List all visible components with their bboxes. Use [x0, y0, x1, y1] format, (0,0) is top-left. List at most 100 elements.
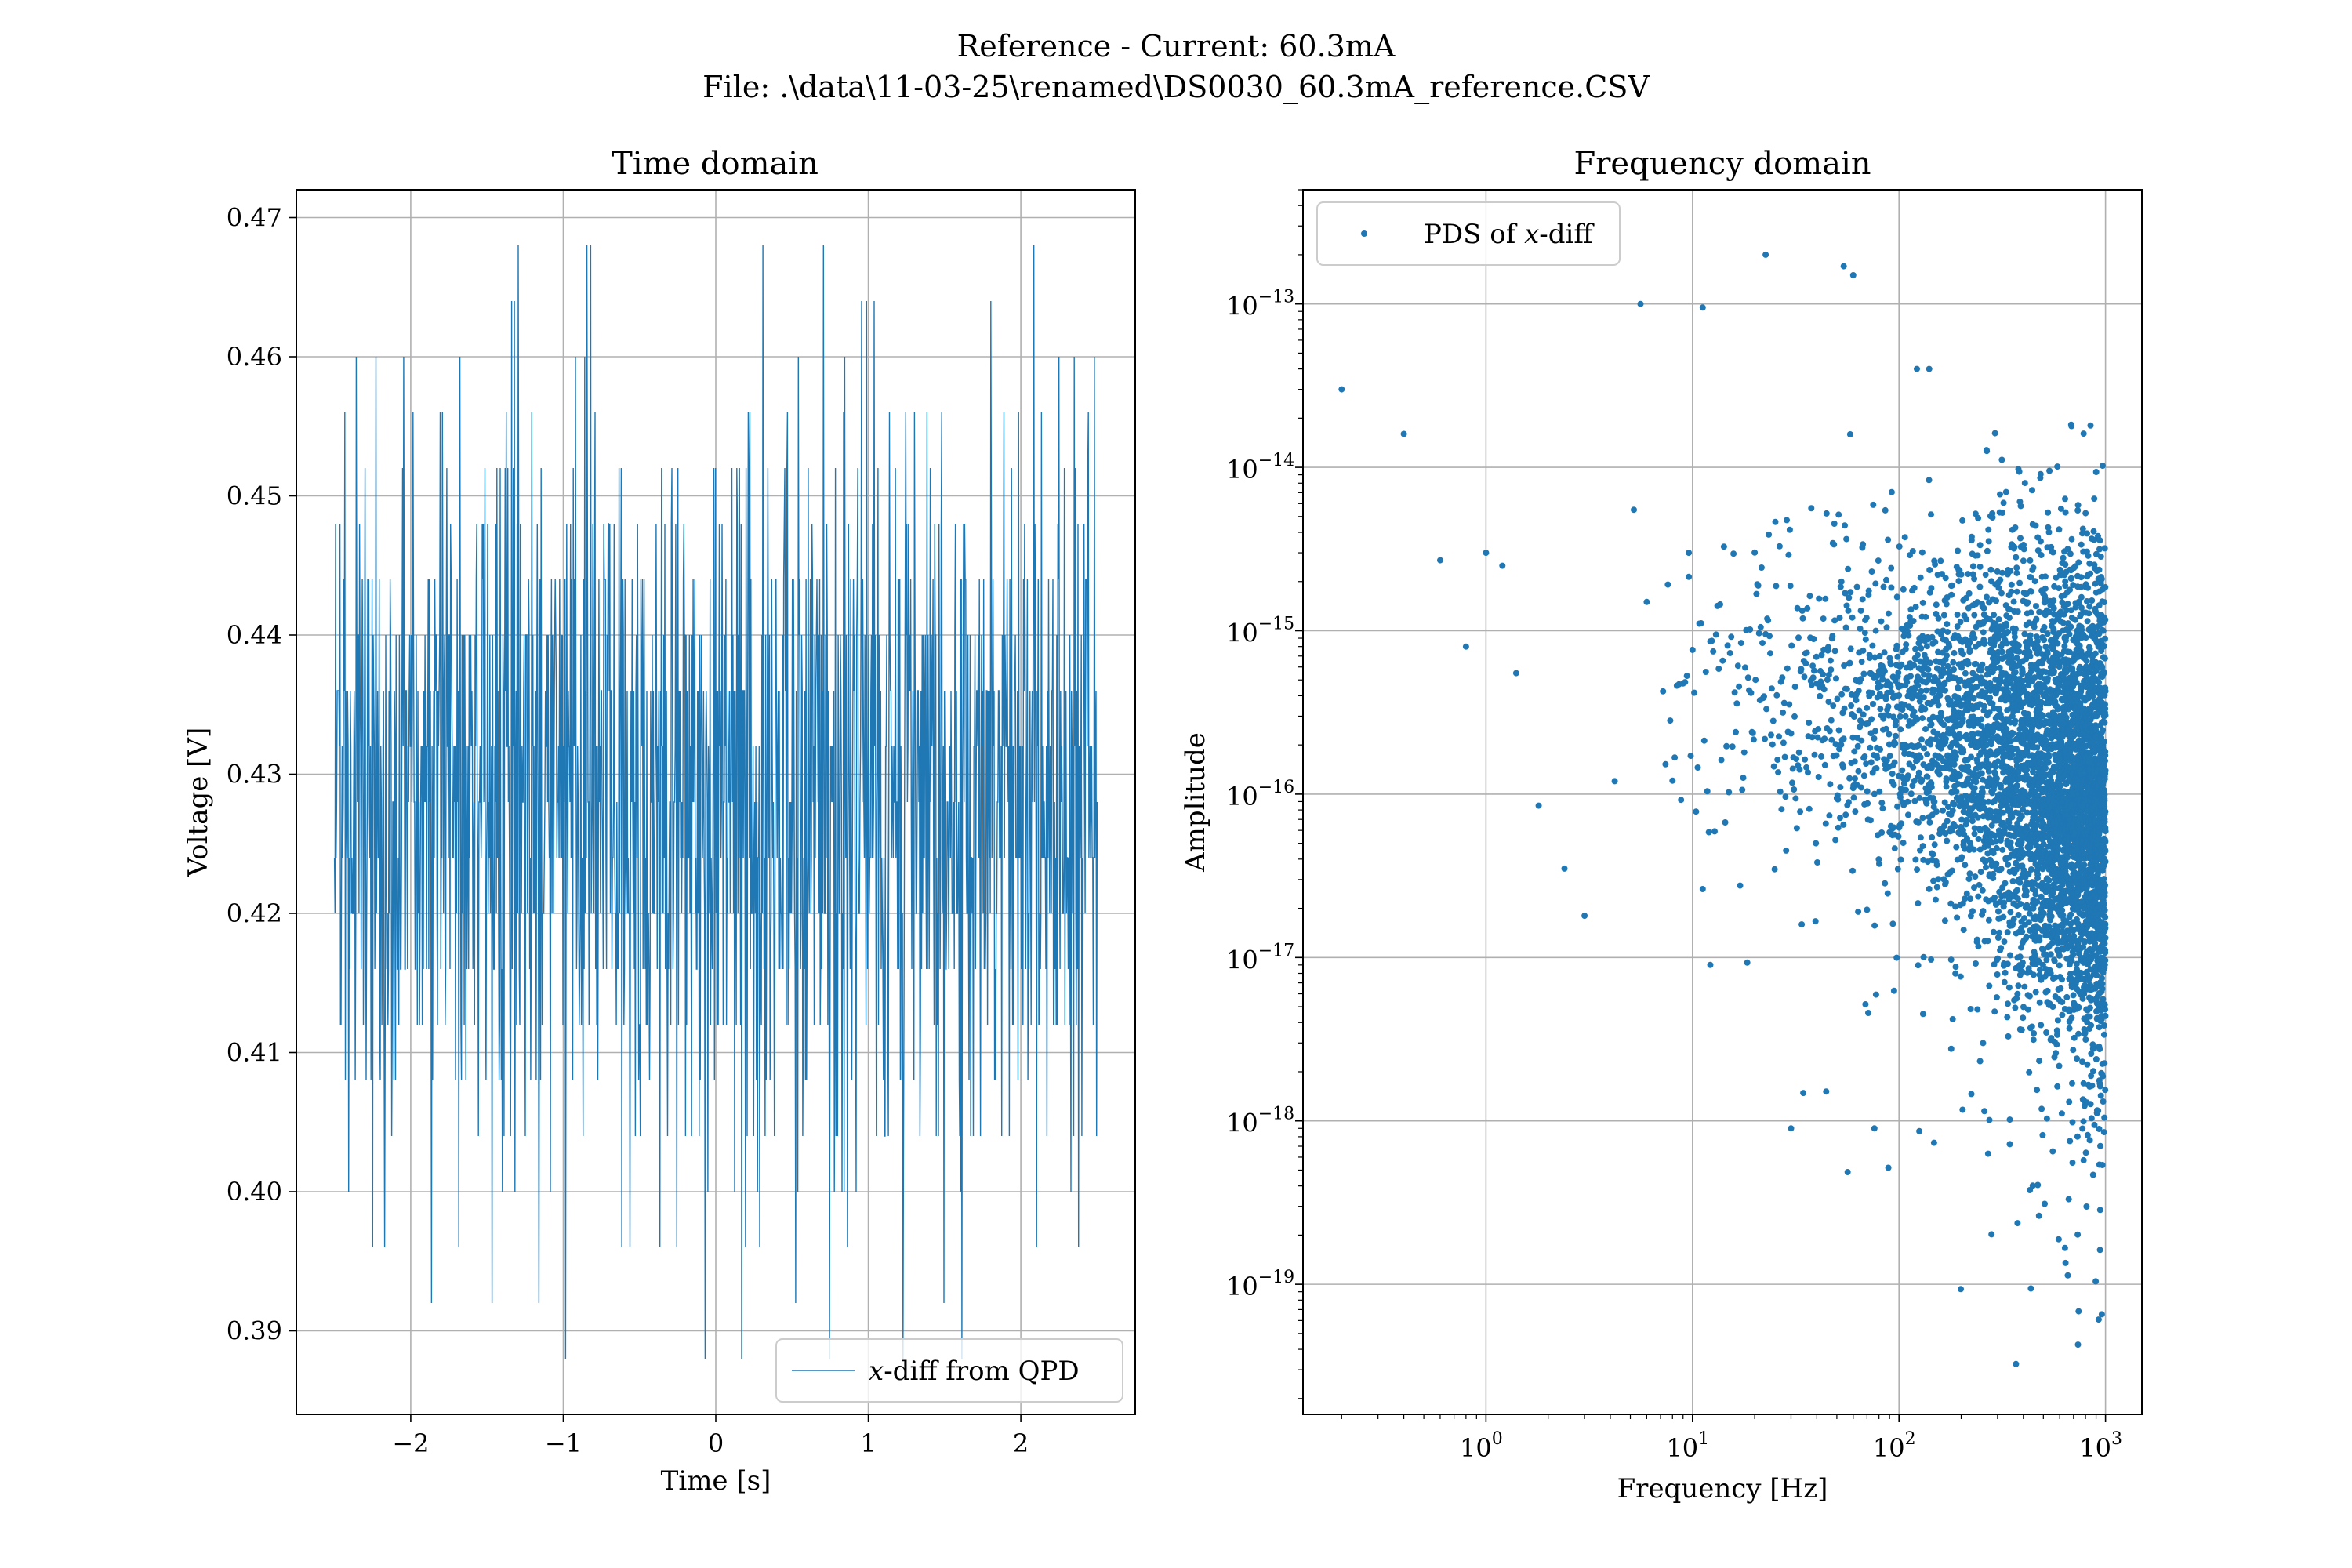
pds-point — [2096, 537, 2103, 544]
pds-point — [1871, 1125, 1878, 1132]
pds-point — [2018, 944, 2025, 951]
pds-point — [1769, 741, 1776, 748]
pds-point — [2098, 1311, 2105, 1318]
pds-point — [1978, 770, 1985, 777]
pds-point — [1833, 752, 1840, 759]
pds-point — [1970, 695, 1977, 702]
pds-point — [2033, 603, 2039, 610]
pds-point — [1995, 908, 2002, 915]
pds-point — [1951, 649, 1958, 656]
pds-point — [1868, 568, 1875, 575]
pds-point — [2074, 966, 2080, 973]
pds-point — [1786, 526, 1793, 533]
pds-point — [1872, 728, 1878, 735]
pds-point — [1898, 820, 1905, 827]
pds-point — [2085, 552, 2092, 559]
pds-point — [1990, 850, 1997, 857]
pds-point — [1932, 896, 1939, 903]
pds-point — [1980, 604, 1987, 612]
pds-point — [2061, 643, 2068, 650]
pds-point — [1865, 587, 1872, 594]
pds-point — [1771, 866, 1778, 873]
pds-point — [2005, 615, 2013, 621]
pds-point — [2096, 1083, 2103, 1090]
pds-point — [2043, 1029, 2050, 1036]
pds-point — [1944, 818, 1951, 825]
pds-point — [1959, 517, 1966, 524]
pds-point — [1915, 742, 1922, 749]
pds-point — [1758, 564, 1765, 571]
pds-point — [2027, 574, 2034, 581]
pds-point — [1831, 521, 1838, 527]
pds-point — [1798, 921, 1806, 928]
pds-point — [2011, 695, 2017, 702]
pds-point — [2056, 952, 2063, 959]
pds-point — [1662, 760, 1669, 768]
pds-point — [1813, 653, 1820, 660]
pds-point — [1788, 730, 1795, 737]
pds-point — [1911, 797, 1918, 804]
pds-point — [1499, 562, 1506, 569]
pds-point — [1939, 571, 1945, 578]
pds-point — [1835, 511, 1842, 518]
pds-point — [1581, 913, 1588, 920]
pds-point — [1988, 808, 1995, 815]
pds-point — [1748, 689, 1755, 696]
pds-point — [1766, 633, 1773, 640]
pds-point — [1861, 753, 1868, 760]
pds-point — [2036, 999, 2043, 1006]
pds-point — [2101, 1114, 2108, 1121]
pds-point — [2097, 1092, 2104, 1099]
pds-point — [2055, 1236, 2062, 1243]
pds-point — [2096, 679, 2103, 686]
pds-point — [1890, 987, 1897, 994]
pds-point — [1749, 729, 1756, 736]
pds-point — [1832, 741, 1839, 748]
pds-point — [1818, 753, 1824, 760]
pds-point — [1871, 922, 1878, 929]
pds-point — [1824, 644, 1831, 651]
pds-point — [1962, 895, 1969, 902]
pds-point — [1879, 676, 1886, 683]
pds-point — [1788, 642, 1795, 649]
pds-point — [1980, 908, 1987, 915]
pds-point — [1968, 1091, 1975, 1098]
pds-point — [1767, 650, 1773, 657]
pds-point — [1956, 697, 1963, 704]
pds-point — [1876, 652, 1883, 659]
pds-point — [1845, 565, 1852, 572]
pds-point — [1968, 753, 1975, 760]
pds-point — [2041, 623, 2048, 630]
pds-point — [2087, 422, 2094, 429]
pds-point — [1917, 574, 1924, 581]
pds-point — [2036, 934, 2043, 941]
pds-point — [2062, 868, 2069, 875]
pds-point — [1982, 572, 1989, 579]
pds-point — [2099, 1162, 2106, 1168]
pds-point — [1997, 576, 2004, 583]
pds-point — [1643, 598, 1650, 605]
pds-point — [1637, 300, 1644, 307]
pds-point — [1894, 866, 1901, 873]
pds-point — [2081, 990, 2088, 997]
pds-point — [2045, 877, 2053, 884]
pds-point — [2080, 1080, 2087, 1087]
time-domain-legend-var: x — [869, 1356, 884, 1387]
pds-point — [1846, 594, 1853, 601]
pds-point — [1805, 769, 1811, 776]
pds-point — [1954, 612, 1961, 618]
pds-point — [2062, 583, 2069, 590]
pds-point — [1849, 867, 1856, 874]
pds-point — [1975, 943, 1982, 950]
pds-point — [1926, 788, 1932, 795]
pds-point — [1930, 804, 1937, 811]
pds-point — [1840, 735, 1847, 742]
pds-point — [2035, 723, 2042, 730]
pds-point — [1976, 881, 1983, 888]
pds-point — [2091, 495, 2098, 503]
pds-point — [1971, 785, 1978, 792]
pds-point — [1899, 767, 1906, 774]
pds-point — [1797, 808, 1804, 815]
pds-point — [1897, 726, 1904, 733]
pds-point — [2075, 600, 2082, 607]
